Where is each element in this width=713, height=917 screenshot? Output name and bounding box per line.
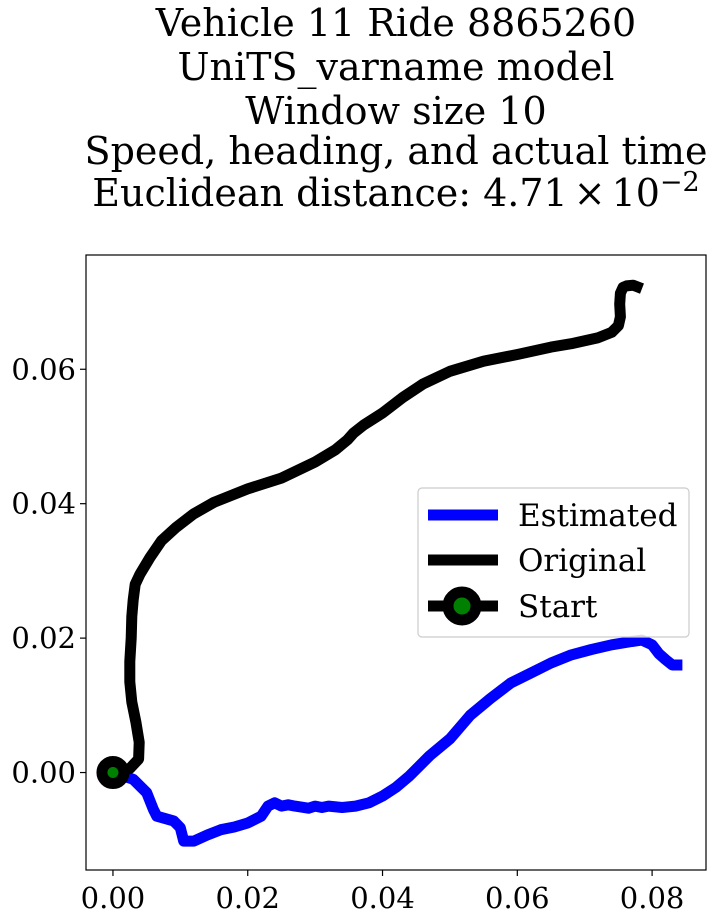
y-tick-label: 0.06 (11, 352, 76, 386)
title-line-1: Vehicle 11 Ride 8865260 (155, 1, 636, 45)
series-line-estimated (111, 634, 683, 847)
title-distance: Euclidean distance: 4.71 × 10−2 (92, 167, 699, 215)
x-tick-label: 0.02 (215, 881, 280, 915)
y-tick-label: 0.04 (11, 487, 76, 521)
legend-start-swatch-marker (442, 586, 482, 626)
y-tick-label: 0.00 (11, 756, 76, 790)
legend-estimated-label: Estimated (518, 498, 677, 534)
title-line-2: UniTS_varname model (178, 45, 615, 90)
title-distance-prefix: Euclidean distance: (92, 171, 483, 215)
start-point-marker (96, 756, 130, 790)
y-tick-label: 0.02 (11, 621, 76, 655)
title-line-3: Window size 10 (245, 89, 546, 133)
legend-start-label: Start (518, 589, 598, 625)
chart-title: Vehicle 11 Ride 8865260 UniTS_varname mo… (85, 1, 708, 215)
legend-original-label: Original (518, 543, 646, 579)
x-tick-label: 0.06 (485, 881, 550, 915)
plot-lines (111, 279, 683, 847)
title-distance-times: × (574, 171, 606, 215)
x-tick-label: 0.04 (350, 881, 415, 915)
title-distance-base: 10 (612, 171, 660, 215)
legend: Estimated Original Start (417, 487, 690, 638)
x-tick-label: 0.00 (81, 881, 146, 915)
x-tick-label: 0.08 (620, 881, 685, 915)
title-distance-mantissa: 4.71 (483, 171, 568, 215)
title-line-4: Speed, heading, and actual time (85, 129, 708, 173)
x-axis: 0.00 0.02 0.04 0.06 0.08 (81, 870, 685, 915)
series-line-original (111, 279, 644, 778)
plot-frame (85, 254, 707, 871)
y-axis: 0.00 0.02 0.04 0.06 (11, 352, 86, 790)
legend-box (417, 487, 690, 638)
start-marker (96, 756, 130, 790)
title-distance-exponent: −2 (660, 167, 700, 198)
